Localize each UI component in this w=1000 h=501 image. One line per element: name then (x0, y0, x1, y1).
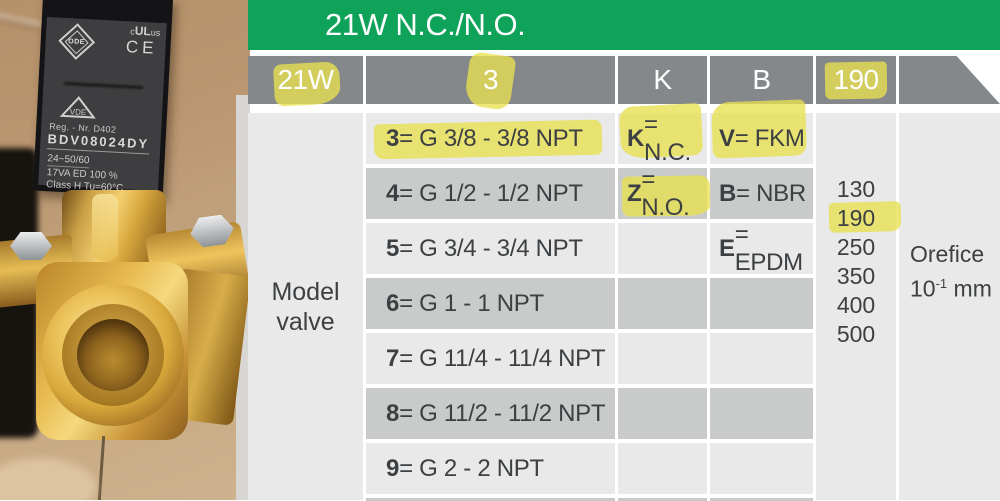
header-cell-190: 190 (816, 56, 896, 104)
blurred-foreground-part (0, 458, 96, 500)
table-row: 4 = G 1/2 - 1/2 NPT (366, 168, 615, 219)
orifice-value: 350 (836, 262, 876, 289)
seal-column: V = FKM B = NBR E = EPDM (710, 99, 813, 498)
orifice-value: 250 (836, 233, 876, 260)
header-cell-b: B (710, 56, 813, 104)
table-row: 3 = G 3/8 - 3/8 NPT (366, 113, 615, 164)
ode-logo: ODE (58, 23, 96, 60)
function-column: K = N.C. Z = N.O. (618, 102, 711, 498)
svg-text:VDE: VDE (70, 107, 87, 117)
header-cell-21w: 21W (248, 56, 363, 107)
header-cell-3: 3 (366, 51, 615, 111)
table-row: E = EPDM (710, 221, 813, 276)
table-row: 7 = G 11/4 - 11/4 NPT (366, 333, 615, 384)
orifice-label-cell: Orefice 10-1 mm (899, 113, 1000, 500)
ul-certification-icon: cULus (130, 23, 161, 39)
table-row: 8 = G 11/2 - 11/2 NPT (366, 388, 615, 439)
orifice-value: 500 (836, 320, 876, 347)
series-title: 21W N.C./N.O. (325, 7, 526, 42)
label-scratch (63, 81, 144, 90)
orifice-value: 190 (828, 200, 902, 233)
header-cell-end (899, 56, 1000, 104)
orifice-value: 400 (836, 291, 876, 318)
orifice-unit: 10-1 mm (910, 275, 992, 302)
table-row (710, 388, 813, 439)
table-row (618, 223, 707, 274)
coil-label: ODE cULus CE VDE Reg. - Nr. D402 BDV0802… (38, 16, 167, 194)
model-valve-line1: Model (271, 277, 340, 306)
product-photo: ODE cULus CE VDE Reg. - Nr. D402 BDV0802… (0, 0, 250, 500)
table-row (710, 443, 813, 494)
table-row (710, 278, 813, 329)
valve-port-hole (77, 319, 149, 391)
coil-voltage: 24~50/60 (47, 153, 90, 169)
table-row: 6 = G 1 - 1 NPT (366, 278, 615, 329)
connection-column: 3 = G 3/8 - 3/8 NPT 4 = G 1/2 - 1/2 NPT 5 =… (366, 113, 615, 498)
coil-model-code: BDV08024DY (47, 131, 149, 155)
stray-wire (97, 435, 106, 500)
ce-mark: CE (125, 37, 158, 58)
table-row: 5 = G 3/4 - 3/4 NPT (366, 223, 615, 274)
model-valve-line2: valve (276, 307, 335, 336)
table-row (618, 278, 707, 329)
table-row (710, 333, 813, 384)
valve-neck-highlight (92, 194, 118, 260)
series-title-bar: 21W N.C./N.O. (248, 0, 1000, 50)
table-row: K = N.C. (618, 102, 707, 166)
table-row: Z = N.O. (618, 166, 711, 221)
orifice-label: Orefice (910, 241, 985, 268)
table-row (618, 333, 707, 384)
model-valve-cell: Model valve (248, 113, 363, 500)
orifice-value: 130 (836, 175, 876, 202)
header-cell-k: K (618, 56, 707, 104)
table-row (618, 388, 707, 439)
table-row: V = FKM (710, 99, 813, 164)
orifice-values-cell: 130 190 250 350 400 500 (816, 113, 902, 500)
solenoid-coil: ODE cULus CE VDE Reg. - Nr. D402 BDV0802… (32, 0, 174, 198)
ode-brand-text: ODE (68, 37, 86, 46)
table-row (618, 443, 707, 494)
table-row: B = NBR (710, 168, 813, 219)
vde-logo-icon: VDE (58, 94, 99, 122)
table-row: 9 = G 2 - 2 NPT (366, 443, 615, 494)
hex-nut-left (10, 232, 52, 260)
